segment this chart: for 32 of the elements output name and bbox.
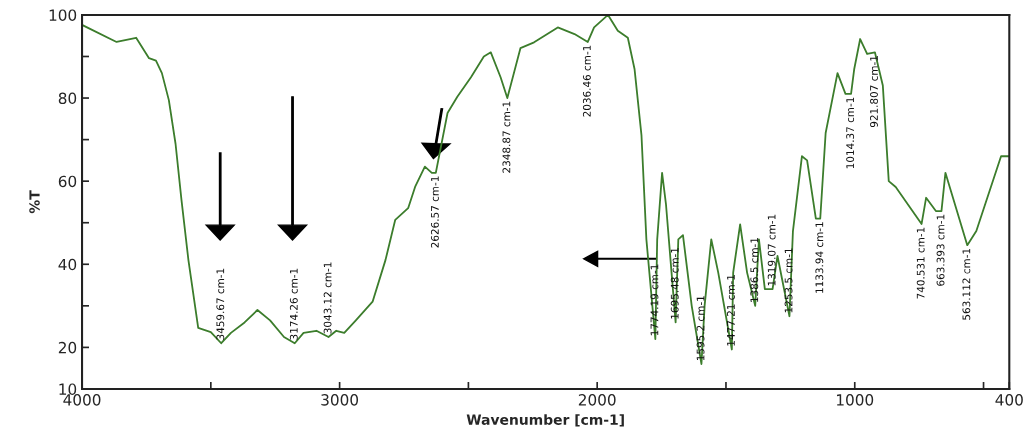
- x-tick-label: 4000: [63, 394, 101, 406]
- annotation: 740.531 cm-1: [916, 227, 925, 299]
- y-tick-label: 80: [58, 92, 77, 105]
- y-tick-label: 100: [49, 9, 77, 21]
- x-tick-label: 1000: [836, 394, 874, 406]
- annotation: 2348.87 cm-1: [502, 101, 511, 173]
- x-tick-label: 2000: [578, 394, 616, 406]
- annotation: 1695.48 cm-1: [670, 248, 679, 319]
- annotation: 3174.26 cm-1: [289, 268, 298, 340]
- y-tick-label: 20: [58, 341, 77, 354]
- annotation: 921.807 cm-1: [870, 56, 878, 128]
- x-tick-label: 400: [995, 394, 1023, 406]
- annotation: 1477.21 cm-1: [726, 275, 735, 346]
- x-axis-title: Wavenumber [cm-1]: [466, 414, 624, 427]
- annotation: 3459.67 cm-1: [216, 268, 225, 340]
- annotation: 2036.46 cm-1: [582, 45, 591, 117]
- annotation: 1595.2 cm-1: [696, 296, 705, 361]
- annotation: 1133.94 cm-1: [815, 222, 824, 293]
- annotation: 663.393 cm-1: [936, 214, 945, 286]
- annotation: 1014.37 cm-1: [846, 97, 855, 169]
- annotation: 2626.57 cm-1: [430, 176, 439, 248]
- y-tick-label: 40: [58, 258, 77, 271]
- annotation: 563.112 cm-1: [962, 248, 971, 320]
- y-tick-label: 10: [59, 383, 77, 395]
- annotation: 1386.5 cm-1: [750, 238, 759, 302]
- annotation: 1774.19 cm-1: [650, 264, 659, 336]
- annotation: 3043.12 cm-1: [323, 262, 332, 334]
- annotation: 1253.5 cm-1: [784, 248, 793, 313]
- y-axis-title: %T: [29, 190, 40, 214]
- annotation: 1319.07 cm-1: [767, 214, 776, 286]
- y-tick-label: 60: [58, 175, 77, 188]
- x-tick-label: 3000: [321, 394, 359, 406]
